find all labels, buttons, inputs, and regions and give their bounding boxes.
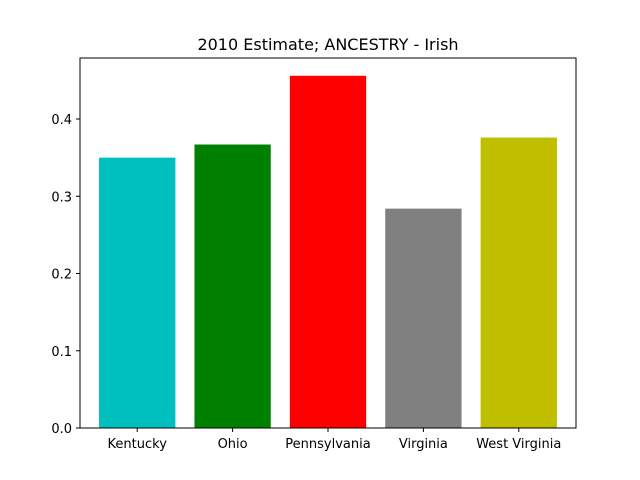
y-tick-label: 0.1 (51, 345, 72, 360)
x-axis: Kentucky Ohio Pennsylvania Virginia West Vir… (108, 428, 561, 452)
x-tick-label: Ohio (218, 437, 248, 452)
plot-frame (79, 57, 577, 429)
y-tick-label: 0.2 (51, 268, 72, 283)
x-tick-label: West Virginia (476, 437, 561, 452)
y-tick-label: 0.3 (51, 190, 72, 205)
x-tick-label: Pennsylvania (285, 437, 370, 452)
x-tick-label: Kentucky (108, 437, 168, 452)
bar-pennsylvania (289, 75, 367, 429)
y-axis: 0.0 0.1 0.2 0.3 0.4 (51, 113, 80, 437)
bar-ohio (194, 144, 271, 429)
bar-virginia (385, 208, 462, 428)
bars-group (99, 75, 557, 429)
bar-kentucky (99, 157, 176, 429)
bar-west-virginia (480, 137, 557, 428)
x-tick-label: Virginia (399, 437, 448, 452)
y-tick-label: 0.0 (51, 422, 72, 437)
chart-title: 2010 Estimate; ANCESTRY - Irish (197, 35, 458, 54)
y-tick-label: 0.4 (51, 113, 72, 128)
